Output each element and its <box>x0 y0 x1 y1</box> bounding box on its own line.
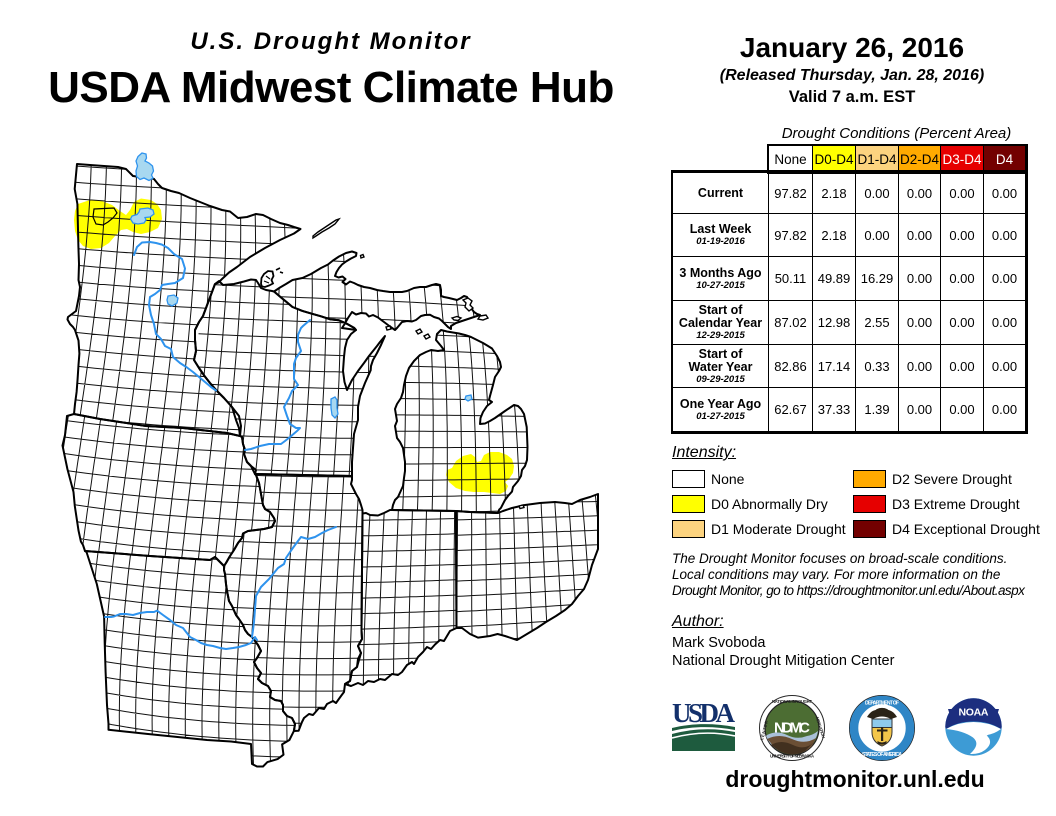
svg-text:STATES OF AMERICA: STATES OF AMERICA <box>862 752 902 758</box>
svg-text:NDMC: NDMC <box>774 720 810 737</box>
svg-text:CENTER: CENTER <box>759 720 769 741</box>
svg-text:DEPARTMENT OF: DEPARTMENT OF <box>865 701 899 707</box>
svg-text:NATIONAL DROUGHT: NATIONAL DROUGHT <box>772 699 812 704</box>
svg-text:NOAA: NOAA <box>959 707 989 719</box>
svg-text:UNIVERSITY OF NEBRASKA: UNIVERSITY OF NEBRASKA <box>770 754 814 759</box>
svg-text:USDA: USDA <box>672 701 735 728</box>
svg-text:MITIGATION: MITIGATION <box>815 716 825 738</box>
